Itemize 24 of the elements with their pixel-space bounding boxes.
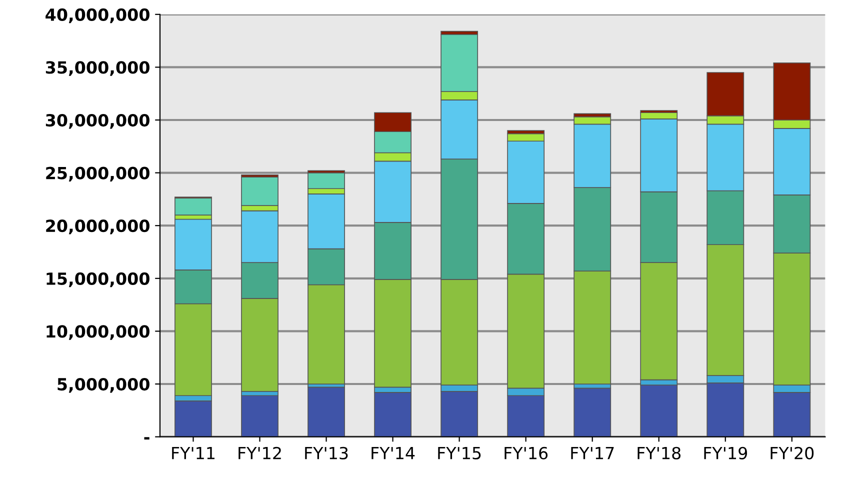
x-tick-label: FY'13 bbox=[305, 446, 348, 460]
x-tick-label: FY'15 bbox=[438, 447, 481, 460]
bar bbox=[174, 198, 212, 216]
y-tick-label: 10,000,000 bbox=[46, 325, 150, 340]
x-tick-label: FY'14 bbox=[372, 447, 415, 460]
y-tick-label: 20,000,000 bbox=[46, 220, 150, 234]
x-tick-label: FY'12 bbox=[238, 446, 281, 460]
y-tick-label: 35,000,000 bbox=[46, 61, 150, 76]
y-tick-label: 30,000,000 bbox=[46, 114, 150, 129]
y-tick-label: 40,000,000 bbox=[46, 8, 150, 24]
x-tick-label: FY'18 bbox=[638, 446, 681, 460]
y-tick-label: 5,000,000 bbox=[58, 378, 150, 393]
x-tick-label: FY'11 bbox=[172, 447, 214, 460]
y-tick-label: 25,000,000 bbox=[46, 166, 150, 182]
x-tick-label: FY'16 bbox=[504, 446, 548, 460]
bar bbox=[174, 400, 212, 437]
y-tick-label: - bbox=[144, 437, 150, 440]
bar bbox=[241, 395, 278, 437]
y-tick-label: 15,000,000 bbox=[46, 272, 150, 288]
bar bbox=[308, 386, 345, 437]
bar bbox=[574, 388, 612, 437]
x-tick-label: FY'19 bbox=[704, 446, 747, 460]
x-tick-label: FY'17 bbox=[571, 447, 614, 460]
x-tick-label: FY'20 bbox=[770, 446, 814, 460]
